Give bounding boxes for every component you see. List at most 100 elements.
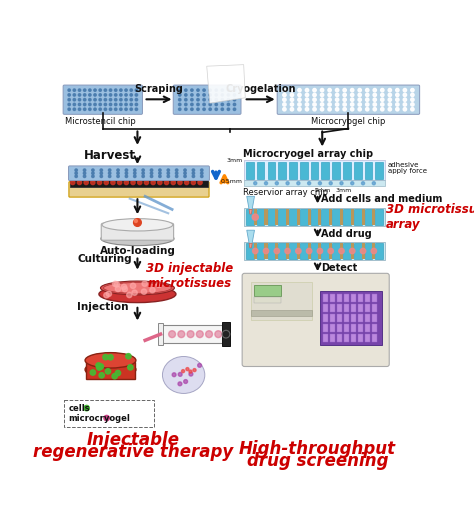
Circle shape: [184, 169, 186, 171]
Text: apply force: apply force: [388, 168, 427, 174]
Circle shape: [253, 248, 258, 254]
Circle shape: [144, 177, 149, 181]
Circle shape: [233, 89, 236, 92]
Circle shape: [192, 175, 195, 178]
Bar: [278, 244, 286, 259]
Circle shape: [125, 98, 128, 101]
Circle shape: [159, 169, 161, 171]
Text: Harvest: Harvest: [83, 149, 136, 163]
Bar: [337, 334, 342, 342]
Bar: [372, 314, 377, 322]
Circle shape: [328, 248, 333, 254]
Circle shape: [336, 93, 339, 97]
Circle shape: [104, 180, 109, 185]
Circle shape: [151, 174, 155, 178]
Circle shape: [112, 373, 118, 379]
Circle shape: [105, 369, 110, 374]
Circle shape: [201, 175, 203, 178]
Circle shape: [97, 174, 102, 178]
Circle shape: [197, 98, 199, 101]
Circle shape: [358, 93, 361, 97]
Circle shape: [99, 94, 101, 96]
Text: Injection: Injection: [77, 302, 129, 312]
Circle shape: [264, 181, 267, 185]
Circle shape: [313, 88, 316, 92]
Circle shape: [187, 331, 194, 338]
Circle shape: [77, 180, 82, 185]
Circle shape: [114, 281, 119, 287]
Circle shape: [340, 181, 343, 185]
Circle shape: [68, 94, 71, 96]
Circle shape: [124, 177, 128, 181]
Circle shape: [73, 108, 75, 110]
Circle shape: [71, 174, 75, 178]
Circle shape: [329, 181, 332, 185]
Circle shape: [201, 169, 203, 171]
Circle shape: [150, 172, 153, 175]
Bar: [330, 334, 335, 342]
Bar: [246, 209, 254, 225]
Circle shape: [158, 180, 162, 185]
Circle shape: [198, 174, 202, 178]
Circle shape: [78, 94, 81, 96]
Bar: [340, 244, 343, 259]
Circle shape: [305, 103, 309, 106]
Bar: [321, 209, 329, 225]
Circle shape: [125, 94, 128, 96]
Circle shape: [313, 93, 316, 97]
Bar: [222, 322, 230, 347]
Circle shape: [115, 94, 117, 96]
Circle shape: [151, 177, 155, 181]
Circle shape: [227, 103, 229, 106]
Circle shape: [197, 108, 199, 110]
Bar: [64, 400, 155, 427]
Circle shape: [84, 177, 88, 181]
Circle shape: [118, 177, 122, 181]
Circle shape: [178, 382, 182, 386]
Bar: [372, 334, 377, 342]
Circle shape: [84, 180, 88, 185]
Circle shape: [396, 88, 399, 92]
Bar: [358, 314, 363, 322]
Circle shape: [388, 93, 392, 97]
Circle shape: [137, 174, 142, 178]
Circle shape: [254, 181, 257, 185]
Circle shape: [305, 107, 309, 111]
Text: Culturing: Culturing: [77, 254, 132, 264]
Circle shape: [164, 174, 169, 178]
Circle shape: [111, 174, 115, 178]
Circle shape: [209, 94, 211, 96]
Circle shape: [403, 93, 407, 97]
Circle shape: [142, 169, 145, 171]
Circle shape: [403, 88, 407, 92]
Bar: [267, 161, 275, 179]
Circle shape: [119, 94, 122, 96]
Circle shape: [209, 89, 211, 92]
Polygon shape: [207, 65, 245, 103]
Circle shape: [96, 363, 101, 368]
Circle shape: [159, 175, 161, 178]
Circle shape: [184, 180, 189, 185]
Text: High-throughput: High-throughput: [239, 440, 396, 459]
Circle shape: [71, 180, 75, 185]
Circle shape: [78, 89, 81, 92]
Circle shape: [144, 174, 149, 178]
Circle shape: [290, 103, 293, 106]
Bar: [275, 209, 278, 225]
Circle shape: [215, 108, 218, 110]
Bar: [310, 161, 319, 179]
Circle shape: [358, 103, 361, 106]
Circle shape: [91, 169, 94, 171]
Circle shape: [117, 169, 119, 171]
Circle shape: [171, 180, 175, 185]
Bar: [344, 294, 349, 302]
Circle shape: [131, 177, 135, 181]
Circle shape: [290, 107, 293, 111]
Circle shape: [118, 180, 122, 185]
Bar: [300, 161, 308, 179]
Circle shape: [350, 107, 354, 111]
Bar: [358, 334, 363, 342]
Bar: [354, 209, 362, 225]
Circle shape: [275, 181, 278, 185]
Circle shape: [388, 107, 392, 111]
